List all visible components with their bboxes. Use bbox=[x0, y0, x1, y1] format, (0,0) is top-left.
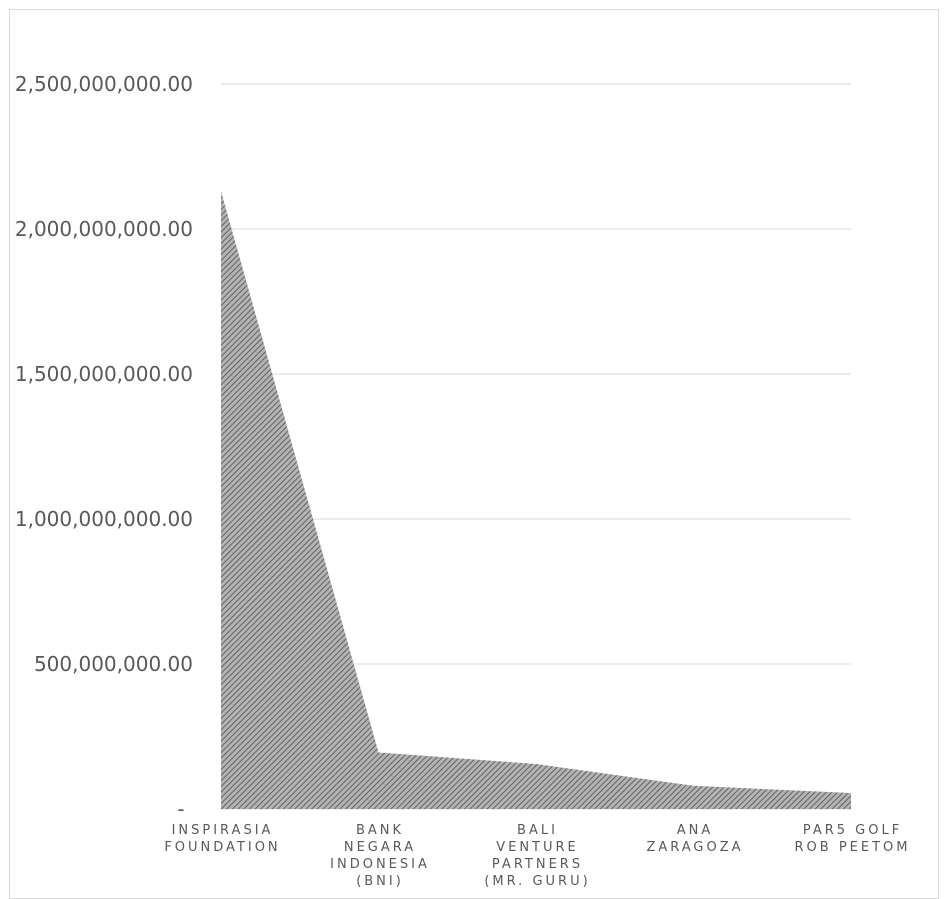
y-tick-label: 2,500,000,000.00 bbox=[15, 72, 193, 96]
x-tick-label: ANA ZARAGOZA bbox=[646, 823, 743, 855]
x-tick-label-line: ZARAGOZA bbox=[646, 840, 743, 855]
x-tick-label-line: ROB PEETOM bbox=[795, 840, 911, 855]
x-tick-label-line: VENTURE bbox=[496, 840, 579, 855]
y-axis-tick-labels: - 500,000,000.00 1,000,000,000.00 1,500,000… bbox=[15, 72, 193, 821]
plot-area bbox=[221, 191, 851, 810]
x-tick-label-line: PAR5 GOLF bbox=[803, 823, 902, 838]
x-tick-label: BANK NEGARA INDONESIA (BNI) bbox=[330, 823, 430, 889]
x-tick-label-line: INSPIRASIA bbox=[172, 823, 274, 838]
x-tick-label-line: BANK bbox=[356, 823, 404, 838]
x-tick-label-line: PARTNERS bbox=[492, 857, 583, 872]
x-tick-label-line: (BNI) bbox=[356, 874, 404, 889]
x-tick-label-line: INDONESIA bbox=[330, 857, 430, 872]
x-tick-label-line: NEGARA bbox=[344, 840, 416, 855]
y-tick-label: 1,000,000,000.00 bbox=[15, 507, 193, 531]
area-series bbox=[221, 191, 851, 810]
x-tick-label: PAR5 GOLF ROB PEETOM bbox=[795, 823, 911, 855]
chart-frame bbox=[9, 9, 939, 899]
x-axis-tick-labels: INSPIRASIA FOUNDATION BANK NEGARA INDONESIA (… bbox=[164, 823, 911, 889]
x-tick-label-line: FOUNDATION bbox=[164, 840, 280, 855]
y-tick-label: 500,000,000.00 bbox=[34, 652, 193, 676]
x-tick-label-line: ANA bbox=[677, 823, 714, 838]
x-tick-label: BALI VENTURE PARTNERS (MR. GURU) bbox=[484, 823, 590, 889]
x-tick-label-line: BALI bbox=[517, 823, 558, 838]
x-tick-label-line: (MR. GURU) bbox=[484, 874, 590, 889]
x-tick-label: INSPIRASIA FOUNDATION bbox=[164, 823, 280, 855]
y-tick-label: 1,500,000,000.00 bbox=[15, 362, 193, 386]
y-tick-label: 2,000,000,000.00 bbox=[15, 217, 193, 241]
y-tick-label: - bbox=[177, 797, 184, 821]
